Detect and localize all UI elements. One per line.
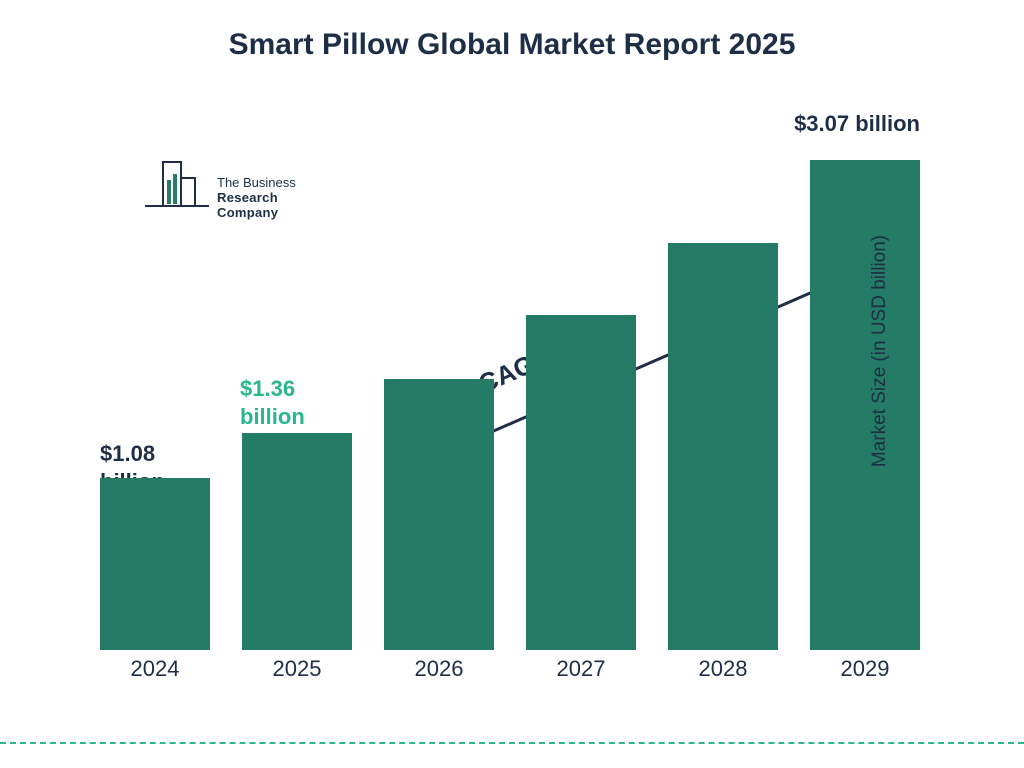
- bar: [242, 433, 352, 650]
- bar: [810, 160, 920, 650]
- x-axis-tick-label: 2024: [100, 650, 210, 690]
- bars-container: [100, 130, 920, 650]
- x-axis-tick-label: 2025: [242, 650, 352, 690]
- bar-wrap: [668, 243, 778, 650]
- bar: [526, 315, 636, 650]
- bar-wrap: [100, 478, 210, 650]
- bottom-dashed-divider: [0, 742, 1024, 744]
- bar-wrap: [526, 315, 636, 650]
- x-axis-tick-label: 2027: [526, 650, 636, 690]
- bar-chart: $1.08 billion $1.36 billion $3.07 billio…: [100, 130, 920, 690]
- bar-wrap: [384, 379, 494, 650]
- x-axis-tick-label: 2029: [810, 650, 920, 690]
- bar: [384, 379, 494, 650]
- x-axis-labels: 2024 2025 2026 2027 2028 2029: [100, 650, 920, 690]
- bar: [668, 243, 778, 650]
- x-axis-tick-label: 2028: [668, 650, 778, 690]
- page-title: Smart Pillow Global Market Report 2025: [0, 0, 1024, 62]
- bar-wrap: [810, 160, 920, 650]
- bar-wrap: [242, 433, 352, 650]
- y-axis-label: Market Size (in USD billion): [869, 235, 891, 467]
- x-axis-tick-label: 2026: [384, 650, 494, 690]
- bar: [100, 478, 210, 650]
